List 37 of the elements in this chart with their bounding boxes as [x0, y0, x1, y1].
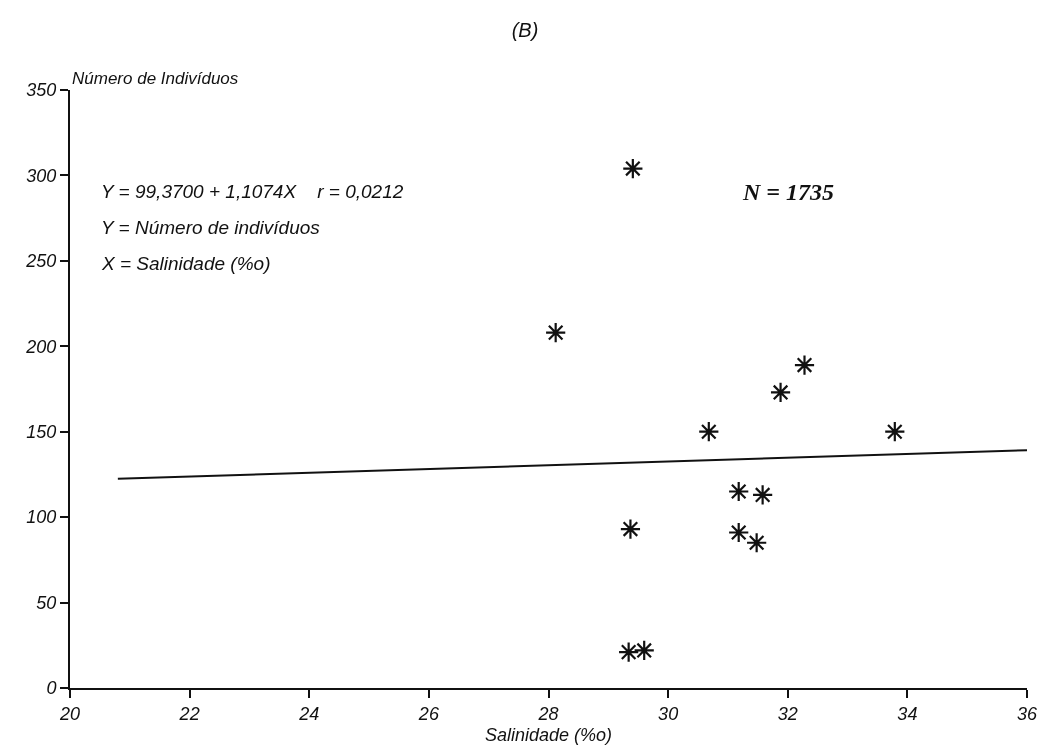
annotation: X = Salinidade (%o): [101, 253, 271, 274]
y-tick-label: 250: [25, 251, 57, 272]
chart-title: (B): [511, 18, 539, 41]
annotation: N = 1735: [742, 179, 835, 205]
point: [793, 354, 816, 376]
point: [633, 639, 655, 662]
annotation: Y = 99,3700 + 1,1074X r = 0,0212: [101, 181, 404, 202]
x-tick-label: 36: [1016, 703, 1038, 724]
x-tick-label: 24: [298, 703, 320, 724]
x-tick-label: 34: [897, 703, 918, 724]
point: [884, 421, 906, 443]
point: [745, 532, 768, 554]
x-tick-label: 30: [658, 703, 679, 724]
point: [728, 480, 750, 503]
point: [751, 484, 774, 506]
x-tick-label: 26: [417, 703, 440, 724]
point: [622, 157, 644, 180]
y-tick-label: 300: [26, 165, 57, 186]
point: [544, 321, 567, 344]
x-axis-title: Salinidade (%o): [484, 725, 613, 746]
x-tick-label: 20: [58, 703, 81, 724]
y-tick-label: 0: [46, 678, 57, 699]
y-tick-label: 100: [26, 507, 57, 528]
y-tick-label: 350: [26, 80, 57, 101]
point: [619, 518, 642, 540]
y-tick-label: 50: [36, 592, 57, 613]
point: [617, 641, 640, 663]
x-tick-label: 32: [777, 703, 798, 724]
x-tick-label: 22: [178, 703, 200, 724]
point: [728, 521, 750, 544]
x-tick-label: 28: [537, 703, 559, 724]
y-tick-label: 200: [25, 336, 57, 357]
y-axis-title: Número de Indivíduos: [72, 69, 239, 88]
annotation: Y = Número de indivíduos: [101, 217, 321, 238]
point: [769, 381, 792, 404]
point: [698, 421, 720, 443]
y-tick-label: 150: [26, 422, 57, 443]
